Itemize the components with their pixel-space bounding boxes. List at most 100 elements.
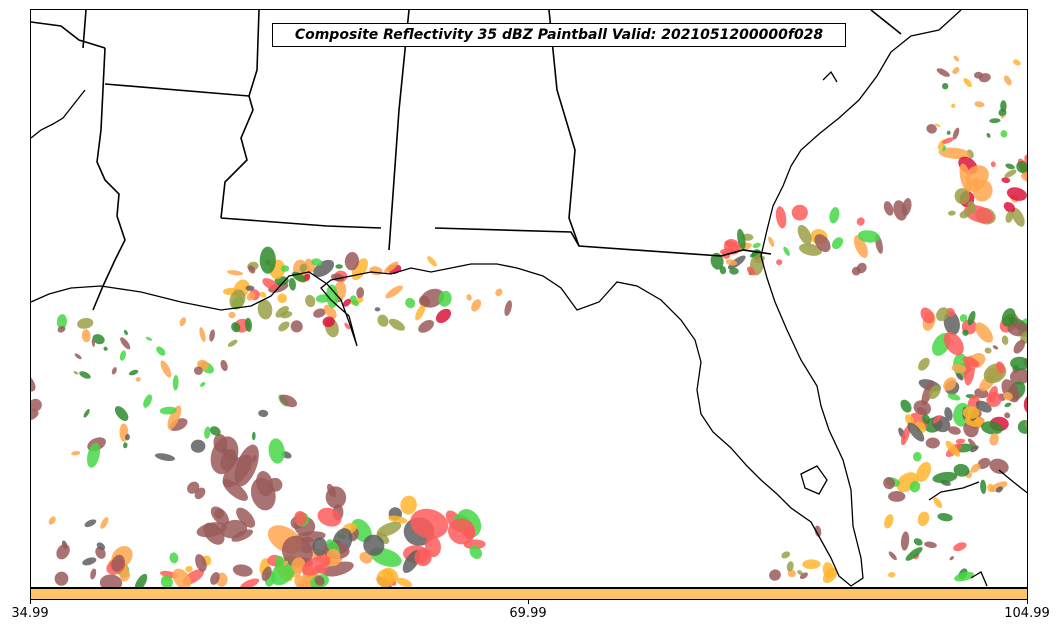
reflectivity-blob [114, 406, 129, 422]
reflectivity-blob [388, 318, 405, 331]
reflectivity-blob [220, 359, 228, 372]
reflectivity-blob [160, 360, 172, 378]
reflectivity-blob [926, 124, 937, 134]
reflectivity-blob [829, 207, 840, 224]
reflectivity-blob [917, 407, 928, 416]
reflectivity-blob [99, 574, 123, 587]
reflectivity-blob [857, 230, 880, 243]
reflectivity-blob [418, 320, 434, 333]
reflectivity-blob [222, 479, 248, 501]
reflectivity-blob [204, 426, 211, 439]
reflectivity-blob [980, 479, 987, 494]
reflectivity-blob [1005, 163, 1015, 170]
coastlines [31, 10, 1027, 587]
map-panel: Composite Reflectivity 35 dBZ Paintball … [30, 9, 1028, 588]
reflectivity-blob [314, 575, 325, 586]
reflectivity-blob [1016, 161, 1027, 173]
reflectivity-blob [963, 78, 972, 88]
reflectivity-blob [953, 55, 960, 62]
reflectivity-blob [851, 266, 861, 276]
reflectivity-blob [943, 377, 957, 391]
reflectivity-blob [954, 188, 970, 205]
reflectivity-blob [1023, 395, 1027, 414]
reflectivity-blob [262, 278, 279, 291]
reflectivity-blob [990, 161, 996, 168]
reflectivity-blob [317, 507, 342, 527]
reflectivity-blob [719, 266, 727, 275]
reflectivity-blob [992, 345, 999, 350]
reflectivity-blob [325, 486, 347, 509]
reflectivity-blobs [31, 55, 1027, 587]
reflectivity-blob [942, 137, 954, 144]
reflectivity-blob [48, 516, 56, 525]
reflectivity-blob [959, 314, 968, 323]
reflectivity-blob [951, 103, 956, 108]
reflectivity-blob [311, 258, 323, 267]
reflectivity-blob [884, 514, 894, 529]
reflectivity-blob [781, 551, 791, 559]
reflectivity-blob [942, 145, 947, 152]
reflectivity-blob [710, 252, 724, 270]
reflectivity-blob [1003, 391, 1013, 401]
reflectivity-blob [1003, 75, 1012, 86]
reflectivity-blob [290, 320, 303, 333]
reflectivity-blob [973, 71, 983, 79]
reflectivity-blob [959, 210, 971, 219]
reflectivity-blob [883, 201, 894, 216]
reflectivity-blob [82, 557, 97, 566]
reflectivity-blob [96, 542, 106, 551]
reflectivity-blob [909, 480, 921, 493]
reflectivity-blob [989, 433, 999, 446]
reflectivity-blob [949, 556, 955, 561]
reflectivity-blob [783, 246, 790, 256]
reflectivity-blob [922, 414, 931, 425]
reflectivity-blob [280, 311, 293, 319]
reflectivity-blob [951, 364, 967, 373]
reflectivity-blob [775, 206, 787, 229]
reflectivity-blob [344, 322, 351, 330]
reflectivity-blob [959, 163, 972, 193]
reflectivity-blob [928, 384, 941, 400]
colorbar-tick [30, 600, 31, 604]
reflectivity-blob [729, 267, 739, 275]
reflectivity-blob [504, 300, 512, 316]
reflectivity-blob [90, 568, 97, 580]
reflectivity-blob [768, 236, 775, 247]
reflectivity-blob [883, 477, 896, 490]
reflectivity-blob [995, 486, 1003, 493]
reflectivity-blob [953, 542, 967, 552]
reflectivity-blob [220, 519, 248, 539]
reflectivity-blob [425, 535, 441, 558]
reflectivity-blob [1005, 211, 1014, 223]
reflectivity-blob [944, 407, 953, 421]
reflectivity-blob [279, 394, 298, 408]
reflectivity-blob [902, 198, 912, 216]
reflectivity-blob [948, 210, 956, 216]
reflectivity-blob [248, 265, 256, 274]
reflectivity-blob [301, 555, 331, 576]
reflectivity-blob [396, 577, 413, 587]
reflectivity-blob [128, 369, 139, 376]
reflectivity-blob [970, 463, 981, 473]
reflectivity-blob [227, 339, 238, 347]
reflectivity-blob [918, 357, 930, 371]
colorbar-tick-label-min: 34.99 [11, 606, 49, 621]
reflectivity-blob [1003, 201, 1016, 213]
reflectivity-blob [980, 421, 1003, 435]
reflectivity-blob [986, 391, 1002, 408]
reflectivity-blob [196, 522, 227, 538]
reflectivity-blob [1006, 187, 1027, 201]
reflectivity-blob [776, 259, 783, 266]
reflectivity-blob [232, 564, 253, 577]
reflectivity-blob [471, 299, 482, 312]
reflectivity-blob [277, 293, 287, 304]
reflectivity-blob [154, 453, 176, 461]
reflectivity-blob [209, 329, 215, 342]
reflectivity-blob [953, 463, 970, 477]
colorbar-tick [1027, 600, 1028, 604]
reflectivity-blob [344, 252, 360, 271]
reflectivity-blob [299, 263, 308, 273]
reflectivity-blob [463, 526, 476, 540]
reflectivity-blob [156, 346, 166, 356]
reflectivity-blob [123, 329, 128, 336]
